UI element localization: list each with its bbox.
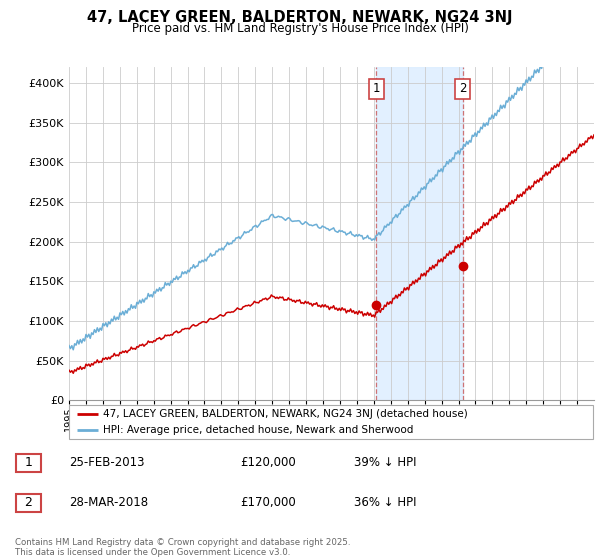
FancyBboxPatch shape (16, 454, 41, 472)
Text: 1: 1 (373, 82, 380, 95)
Text: 28-MAR-2018: 28-MAR-2018 (69, 496, 148, 508)
Text: 39% ↓ HPI: 39% ↓ HPI (354, 456, 416, 469)
Text: 2: 2 (25, 496, 32, 509)
Text: £120,000: £120,000 (240, 456, 296, 469)
Text: 47, LACEY GREEN, BALDERTON, NEWARK, NG24 3NJ (detached house): 47, LACEY GREEN, BALDERTON, NEWARK, NG24… (103, 409, 468, 419)
Text: HPI: Average price, detached house, Newark and Sherwood: HPI: Average price, detached house, Newa… (103, 425, 413, 435)
Text: 47, LACEY GREEN, BALDERTON, NEWARK, NG24 3NJ: 47, LACEY GREEN, BALDERTON, NEWARK, NG24… (87, 10, 513, 25)
Bar (376, 67, 463, 400)
Text: 25-FEB-2013: 25-FEB-2013 (69, 456, 145, 469)
FancyBboxPatch shape (16, 493, 41, 512)
Text: 2: 2 (459, 82, 466, 95)
FancyBboxPatch shape (69, 405, 593, 439)
Text: Contains HM Land Registry data © Crown copyright and database right 2025.
This d: Contains HM Land Registry data © Crown c… (15, 538, 350, 557)
Text: 1: 1 (25, 456, 32, 469)
Text: £170,000: £170,000 (240, 496, 296, 508)
Text: Price paid vs. HM Land Registry's House Price Index (HPI): Price paid vs. HM Land Registry's House … (131, 22, 469, 35)
Text: 36% ↓ HPI: 36% ↓ HPI (354, 496, 416, 508)
